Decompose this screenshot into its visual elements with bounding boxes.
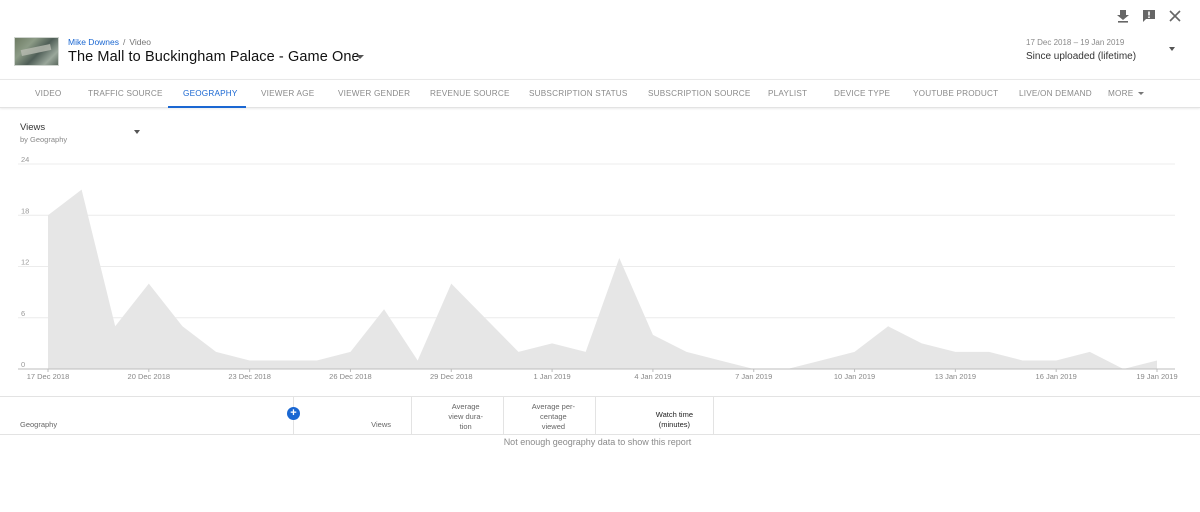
tab-subscription-status[interactable]: Subscription status (529, 89, 628, 98)
column-views[interactable]: Views (294, 397, 412, 435)
table-header: Geography + Views Average view dura- tio… (0, 396, 1200, 435)
avg-pct-line-3: viewed (541, 422, 566, 431)
add-dimension-button[interactable]: + (287, 407, 300, 420)
date-range-text: 17 Dec 2018 – 19 Jan 2019 (1026, 38, 1125, 47)
views-chart[interactable]: 0 6 12 18 24 17 Dec 2018 20 Dec 2018 23 Dec 201… (0, 150, 1200, 390)
y-tick-label: 24 (21, 155, 29, 164)
breadcrumb: Mike Downes / Video (68, 37, 151, 47)
x-tick-label: 17 Dec 2018 (27, 372, 70, 381)
tab-more[interactable]: More (1108, 80, 1145, 108)
video-thumbnail[interactable] (14, 37, 59, 66)
tab-geography[interactable]: Geography (183, 89, 238, 98)
x-tick-label: 19 Jan 2019 (1136, 372, 1177, 381)
y-tick-label: 0 (21, 360, 25, 369)
column-views-label: Views (371, 420, 391, 429)
y-tick-label: 12 (21, 258, 29, 267)
x-tick-label: 29 Dec 2018 (430, 372, 473, 381)
header-actions (1116, 9, 1182, 23)
avg-duration-line-3: tion (459, 422, 472, 431)
download-icon[interactable] (1116, 9, 1130, 23)
x-tick-label: 20 Dec 2018 (128, 372, 171, 381)
x-tick-label: 1 Jan 2019 (534, 372, 571, 381)
x-tick-label: 10 Jan 2019 (834, 372, 875, 381)
breadcrumb-section: Video (129, 37, 151, 47)
tab-traffic-source[interactable]: Traffic source (88, 89, 163, 98)
metric-dropdown-icon[interactable] (134, 130, 140, 134)
column-geography-label: Geography (20, 420, 58, 429)
column-avg-view-duration-label: Average view dura- tion (448, 402, 483, 432)
breadcrumb-channel-link[interactable]: Mike Downes (68, 37, 120, 47)
close-icon[interactable] (1168, 9, 1182, 23)
watch-time-line-1: Watch time (655, 410, 693, 419)
tab-playlist[interactable]: Playlist (768, 89, 808, 98)
column-watch-time-label: Watch time (minutes) (656, 410, 693, 430)
tab-video[interactable]: Video (35, 89, 62, 98)
column-watch-time[interactable]: Watch time (minutes) (596, 397, 714, 435)
title-dropdown-icon[interactable] (356, 55, 364, 59)
feedback-icon[interactable] (1142, 9, 1156, 23)
x-tick-label: 26 Dec 2018 (329, 372, 372, 381)
tab-live-on-demand[interactable]: Live/On demand (1019, 89, 1092, 98)
avg-pct-line-1: Average per- (531, 402, 575, 411)
x-tick-label: 16 Jan 2019 (1036, 372, 1077, 381)
tab-device-type[interactable]: Device type (834, 89, 891, 98)
tab-revenue-source[interactable]: Revenue source (430, 89, 510, 98)
date-dropdown-icon[interactable] (1169, 47, 1175, 51)
x-tick-label: 23 Dec 2018 (228, 372, 271, 381)
tab-viewer-age[interactable]: Viewer age (261, 89, 315, 98)
tab-viewer-gender[interactable]: Viewer gender (338, 89, 411, 98)
report-header: Mike Downes / Video The Mall to Buckingham… (0, 0, 1200, 78)
column-geography[interactable]: Geography + (0, 397, 300, 435)
page-title[interactable]: The Mall to Buckingham Palace - Game One (68, 49, 360, 65)
tab-youtube-product[interactable]: YouTube product (913, 89, 999, 98)
avg-duration-line-2: view dura- (448, 412, 483, 421)
x-tick-label: 13 Jan 2019 (935, 372, 976, 381)
report-tabs: Video Traffic source Geography Viewer ag… (0, 79, 1200, 108)
empty-report-message: Not enough geography data to show this r… (503, 437, 692, 447)
breadcrumb-separator: / (123, 37, 126, 47)
tab-subscription-source[interactable]: Subscription source (648, 89, 751, 98)
metric-selector[interactable]: Views (20, 122, 46, 133)
x-tick-label: 7 Jan 2019 (735, 372, 772, 381)
date-range-selector[interactable]: Since uploaded (lifetime) (1026, 51, 1137, 62)
tab-more-label: More (1108, 89, 1134, 98)
active-tab-indicator (168, 106, 246, 108)
chevron-down-icon (1138, 92, 1145, 96)
x-tick-label: 4 Jan 2019 (634, 372, 671, 381)
avg-pct-line-2: centage (540, 412, 567, 421)
watch-time-line-2: (minutes) (658, 420, 691, 429)
column-avg-view-duration[interactable]: Average view dura- tion (412, 397, 504, 435)
column-avg-percentage-viewed[interactable]: Average per- centage viewed (504, 397, 596, 435)
y-tick-label: 6 (21, 309, 25, 318)
avg-duration-line-1: Average (451, 402, 480, 411)
views-area-series (48, 189, 1157, 369)
metric-sublabel: by Geography (20, 135, 68, 144)
y-tick-label: 18 (21, 206, 29, 215)
column-avg-percentage-viewed-label: Average per- centage viewed (532, 402, 575, 432)
